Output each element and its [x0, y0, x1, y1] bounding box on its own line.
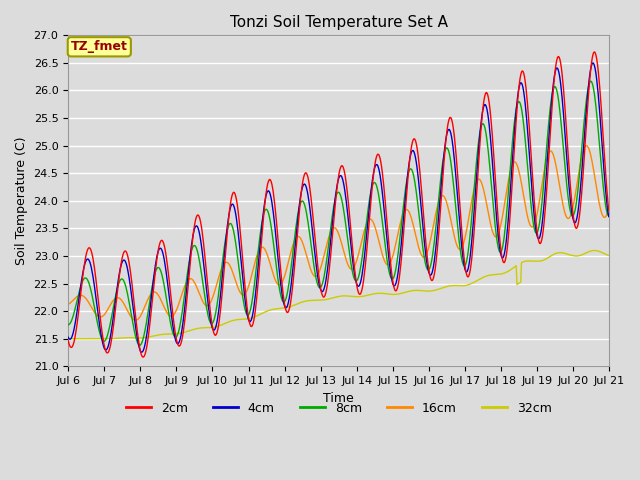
Y-axis label: Soil Temperature (C): Soil Temperature (C) [15, 137, 28, 265]
Title: Tonzi Soil Temperature Set A: Tonzi Soil Temperature Set A [230, 15, 448, 30]
Text: TZ_fmet: TZ_fmet [71, 40, 128, 53]
X-axis label: Time: Time [323, 392, 354, 405]
Legend: 2cm, 4cm, 8cm, 16cm, 32cm: 2cm, 4cm, 8cm, 16cm, 32cm [121, 396, 557, 420]
